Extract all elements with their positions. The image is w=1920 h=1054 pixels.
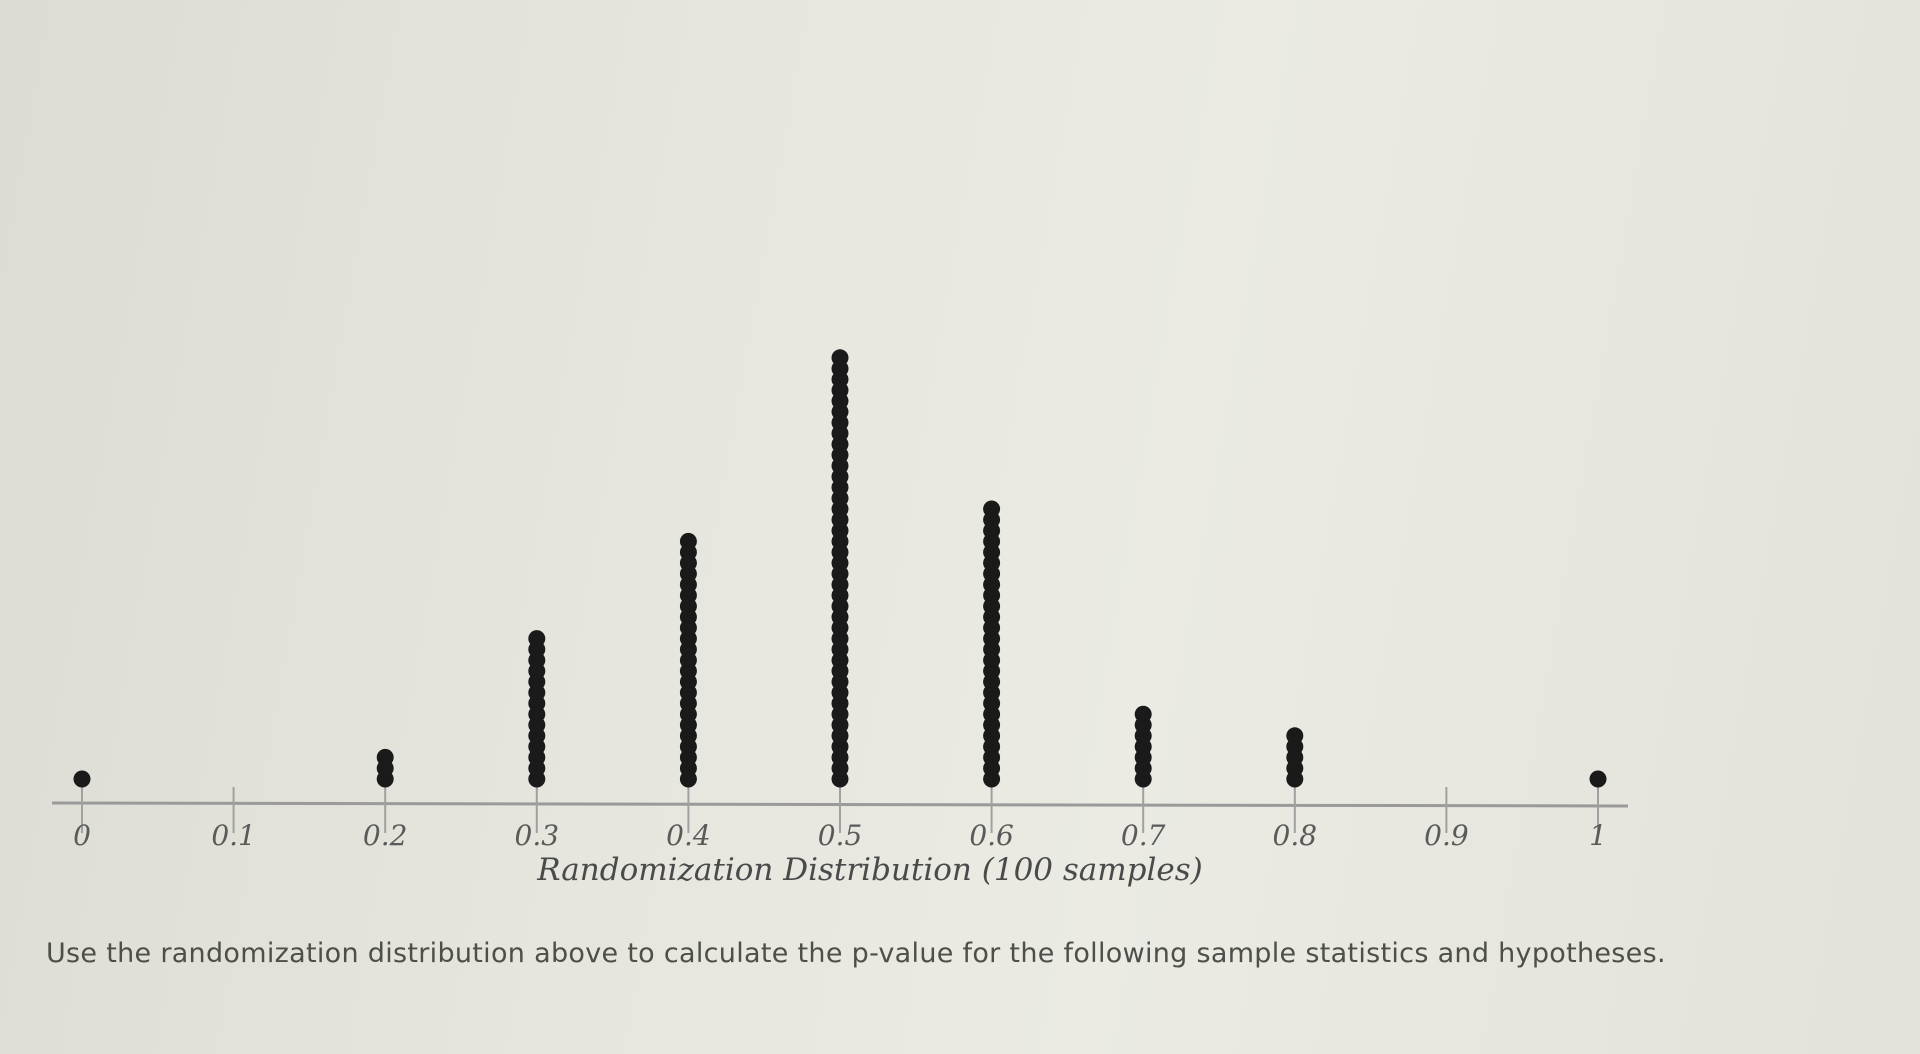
x-tick-label: 0.6 bbox=[969, 819, 1014, 852]
x-tick-label: 0 bbox=[73, 819, 91, 852]
x-axis-title: Randomization Distribution (100 samples) bbox=[536, 852, 1203, 888]
x-tick-label: 0.1 bbox=[211, 819, 256, 852]
x-tick-label: 0.2 bbox=[363, 819, 408, 852]
data-dot bbox=[1134, 705, 1152, 723]
data-dot bbox=[528, 630, 546, 648]
x-axis-tick-labels: 0 0.1 0.2 0.3 0.4 0.5 0.6 0.7 0.8 0.9 1 bbox=[73, 819, 1607, 852]
x-tick-label: 0.3 bbox=[515, 819, 560, 852]
data-dot bbox=[376, 748, 394, 766]
data-dots bbox=[73, 349, 1607, 788]
data-dot bbox=[983, 500, 1001, 518]
data-dot bbox=[679, 532, 697, 550]
x-tick-label: 0.8 bbox=[1273, 819, 1318, 852]
data-dot bbox=[831, 349, 849, 367]
data-dot bbox=[1589, 770, 1607, 788]
x-tick-label: 0.9 bbox=[1424, 819, 1469, 852]
data-dot bbox=[73, 770, 91, 788]
x-tick-label: 0.5 bbox=[818, 819, 863, 852]
x-tick-label: 0.7 bbox=[1121, 819, 1166, 852]
x-axis-ticks bbox=[81, 787, 1599, 833]
dotplot-chart: 0 0.1 0.2 0.3 0.4 0.5 0.6 0.7 0.8 0.9 1 Randomizat… bbox=[51, 349, 1629, 888]
data-dot bbox=[1286, 727, 1304, 745]
x-tick-label: 1 bbox=[1589, 819, 1607, 852]
x-tick-label: 0.4 bbox=[666, 819, 711, 852]
question-prompt: Use the randomization distribution above… bbox=[46, 938, 1666, 969]
